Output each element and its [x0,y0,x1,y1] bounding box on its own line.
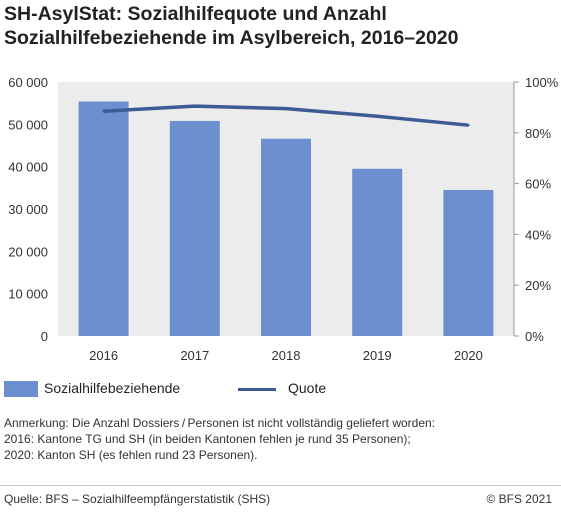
x-tick-label: 2018 [272,348,301,363]
quote-point-2017 [193,104,196,108]
right-tick-label: 0% [525,329,544,344]
left-tick-label: 20 000 [8,244,48,259]
right-tick-label: 40% [525,227,551,242]
note-line-3: 2020: Kanton SH (es fehlen rund 23 Perso… [4,448,258,462]
right-tick-label: 20% [525,278,551,293]
left-tick-label: 30 000 [8,202,48,217]
right-axis: 0% 20% 40% 60% 80% 100% [514,75,559,344]
left-axis: 0 10 000 20 000 30 000 40 000 50 000 60 000 [8,75,48,344]
x-axis: 2016 2017 2018 2019 2020 [89,348,483,363]
note-line-2: 2016: Kantone TG und SH (in beiden Kanto… [4,432,411,446]
x-tick-label: 2019 [363,348,392,363]
left-tick-label: 50 000 [8,117,48,132]
bar-2016 [78,101,129,337]
footer-divider [0,485,561,486]
legend: Sozialhilfebeziehende Quote [0,378,561,400]
quote-point-2016 [102,110,105,113]
bar-2020 [443,189,494,336]
source-text: Quelle: BFS – Sozialhilfeempfängerstatis… [4,492,271,506]
line-series [102,104,470,127]
legend-bar-label: Sozialhilfebeziehende [44,380,181,396]
legend-bar-swatch [4,381,38,397]
bar-series [78,101,494,337]
quote-point-2020 [467,123,470,127]
right-tick-label: 60% [525,177,551,192]
chart-area: 0 10 000 20 000 30 000 40 000 50 000 60 000 0%… [8,75,559,363]
copyright-text: © BFS 2021 [486,492,552,506]
bar-2019 [352,168,403,336]
chart-title: SH-AsylStat: Sozialhilfequote und Anzahl… [4,2,556,50]
bar-2017 [169,120,220,337]
quote-point-2019 [376,115,379,118]
x-tick-label: 2020 [454,348,483,363]
note-line-1: Anmerkung: Die Anzahl Dossiers / Persone… [4,416,436,430]
left-tick-label: 0 [41,329,48,344]
footer: Quelle: BFS – Sozialhilfeempfängerstatis… [4,492,556,506]
quote-point-2018 [284,107,288,110]
bar-2018 [261,138,311,336]
right-tick-label: 80% [525,126,551,141]
legend-line-label: Quote [288,380,327,396]
x-tick-label: 2016 [89,348,118,363]
chart-title-line-1: SH-AsylStat: Sozialhilfequote und Anzahl [4,3,387,25]
chart-title-line-2: Sozialhilfebeziehende im Asylbereich, 20… [4,27,459,49]
left-tick-label: 10 000 [8,287,48,302]
right-tick-label: 100% [525,75,559,90]
left-tick-label: 40 000 [8,160,48,175]
notes: Anmerkung: Die Anzahl Dossiers / Persone… [4,415,435,463]
x-tick-label: 2017 [180,348,209,363]
legend-line-swatch [238,388,276,391]
left-tick-label: 60 000 [8,75,48,90]
